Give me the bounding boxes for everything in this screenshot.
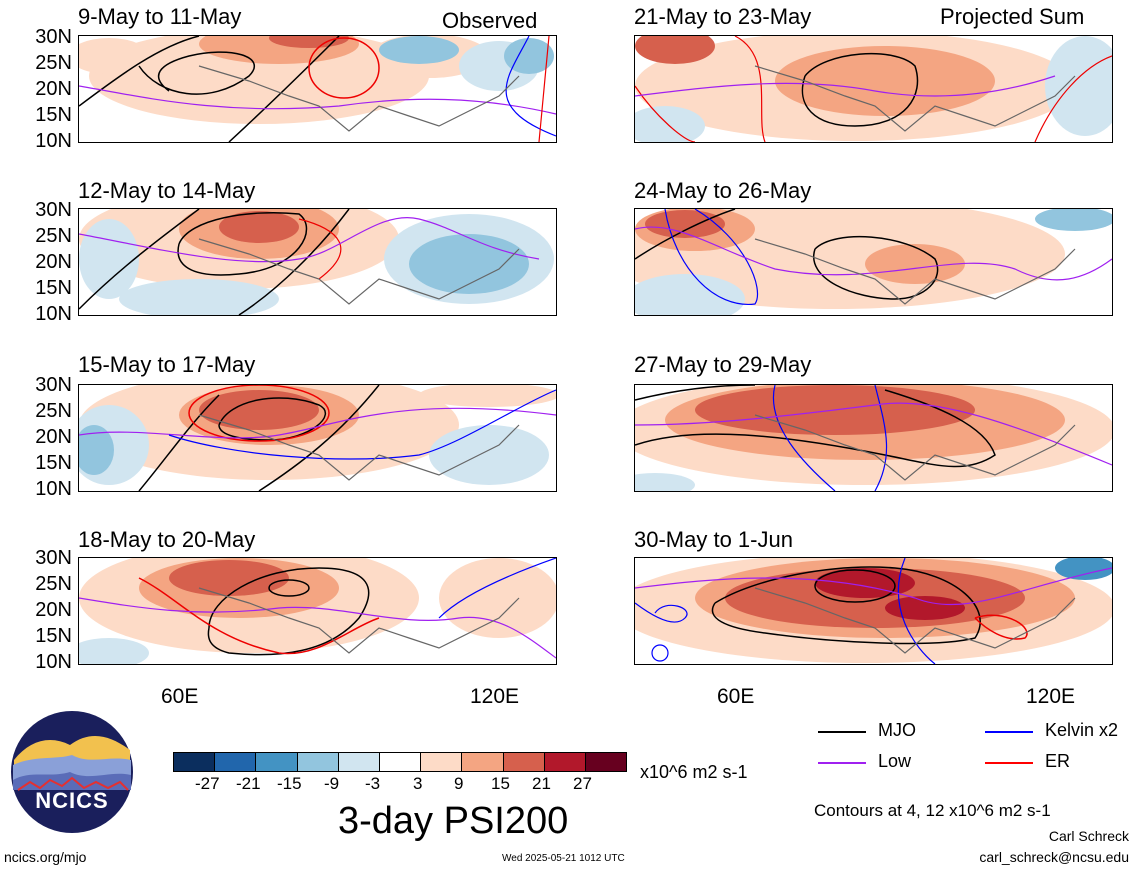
colorbar-units: x10^6 m2 s-1 (640, 762, 748, 782)
colorbar-swatch (255, 753, 297, 771)
map-panel-2 (634, 35, 1113, 143)
map-panel-3 (78, 208, 557, 316)
colorbar-swatch (378, 753, 421, 771)
author: Carl Schreck (1048, 828, 1129, 844)
observed-tag: Observed (442, 8, 538, 33)
colorbar-swatch (337, 753, 379, 771)
legend-label-er: ER (1045, 751, 1071, 771)
panel-title-6: 27-May to 29-May (634, 352, 812, 377)
colorbar-swatch (584, 753, 627, 771)
colorbar-labels: -27 -21 -15 -9 -3 3 9 15 21 27 (195, 774, 592, 793)
panel-title-4: 24-May to 26-May (634, 178, 812, 203)
projected-tag: Projected Sum (940, 4, 1085, 29)
panel-title-3: 12-May to 14-May (78, 178, 256, 203)
panel-title-5: 15-May to 17-May (78, 352, 256, 377)
timestamp: Wed 2025-05-21 1012 UTC (502, 853, 625, 864)
colorbar-swatch (420, 753, 462, 771)
colorbar-swatch (296, 753, 338, 771)
map-panel-1 (78, 35, 557, 143)
figure-title: 3-day PSI200 (338, 800, 569, 842)
colorbar-swatch (461, 753, 503, 771)
legend-swatch-low (818, 762, 866, 764)
lon-label-left-60e: 60E (161, 685, 199, 708)
contours-note: Contours at 4, 12 x10^6 m2 s-1 (814, 801, 1051, 820)
lon-label-left-120e: 120E (470, 685, 520, 708)
map-panel-8 (634, 557, 1113, 665)
author-email[interactable]: carl_schreck@ncsu.edu (979, 849, 1129, 865)
colorbar-swatch (543, 753, 585, 771)
map-panel-4 (634, 208, 1113, 316)
legend-label-low: Low (878, 751, 912, 771)
legend-swatch-mjo (818, 731, 866, 733)
colorbar (173, 752, 627, 772)
colorbar-swatch (214, 753, 256, 771)
map-panel-7 (78, 557, 557, 665)
panel-title-7: 18-May to 20-May (78, 527, 256, 552)
legend-swatch-kelvin (985, 731, 1033, 733)
panel-title-2: 21-May to 23-May (634, 4, 812, 29)
legend-label-mjo: MJO (878, 720, 916, 740)
legend-label-kelvin: Kelvin x2 (1045, 720, 1119, 740)
colorbar-swatch (502, 753, 544, 771)
map-panel-6 (634, 384, 1113, 492)
colorbar-swatch (174, 753, 215, 771)
panel-title-1: 9-May to 11-May (78, 4, 242, 29)
lon-label-right-60e: 60E (717, 685, 755, 708)
lon-label-right-120e: 120E (1026, 685, 1076, 708)
panel-title-8: 30-May to 1-Jun (634, 527, 793, 552)
logo-text: NCICS (35, 788, 109, 813)
legend-swatch-er (985, 762, 1033, 764)
ncics-logo: NCICS (10, 710, 134, 834)
site-link[interactable]: ncics.org/mjo (4, 849, 87, 865)
map-panel-5 (78, 384, 557, 492)
